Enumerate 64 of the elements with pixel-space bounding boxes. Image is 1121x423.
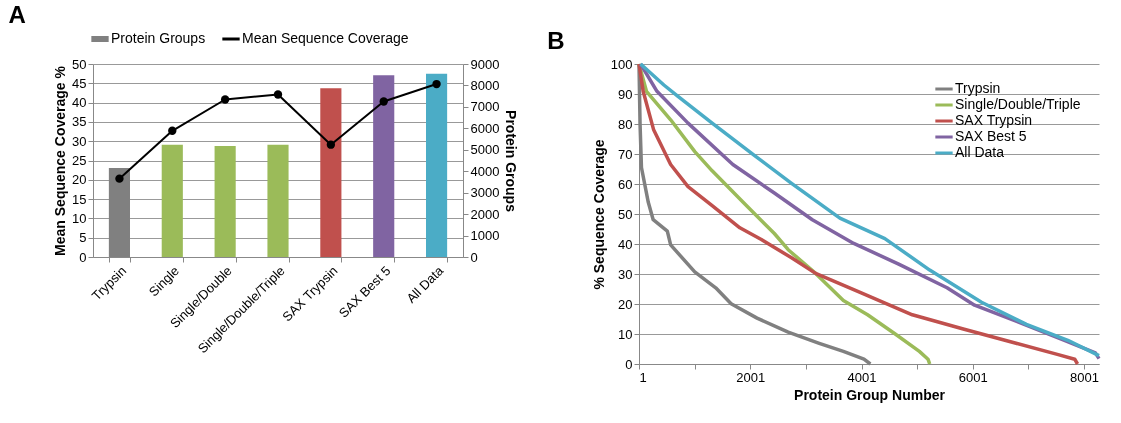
x-tick-label: 1 [639, 369, 647, 385]
point [168, 126, 177, 135]
legend-label: Mean Sequence Coverage [242, 30, 409, 46]
point [326, 140, 336, 149]
y-tick-label: 5 [79, 230, 87, 246]
y-tick-label: 10 [72, 210, 87, 226]
y-tick-label: 15 [72, 191, 87, 207]
y2-tick-label: 3000 [470, 185, 500, 201]
y-axis-title: % Sequence Coverage [590, 139, 607, 290]
y-tick-label: 70 [618, 146, 633, 162]
legend-label: Single/Double/Triple [955, 96, 1081, 112]
y-tick-label: 40 [72, 95, 87, 111]
y2-tick-label: 7000 [470, 99, 500, 115]
point [273, 90, 283, 99]
y-tick-label: 90 [618, 86, 633, 102]
y2-tick-label: 0 [470, 249, 478, 265]
chart-title: B [547, 27, 565, 54]
bar [161, 144, 183, 257]
y-tick-label: 30 [618, 266, 633, 282]
y-tick-label: 0 [625, 356, 633, 372]
x-tick-label: 6001 [958, 369, 988, 385]
legend-label: Trypsin [955, 80, 1001, 96]
y-tick-label: 50 [72, 56, 87, 72]
legend-label: SAX Best 5 [955, 128, 1027, 144]
y-tick-label: 30 [72, 133, 87, 149]
y-tick-label: 100 [610, 56, 633, 72]
y2-tick-label: 4000 [470, 163, 500, 179]
y2-tick-label: 5000 [470, 142, 500, 158]
bar [320, 88, 342, 257]
point [379, 97, 388, 106]
x-tick-label: 4001 [847, 369, 877, 385]
y-axis-title: Mean Sequence Coverage % [52, 65, 69, 256]
point [220, 95, 230, 104]
x-tick-label: 8001 [1070, 369, 1099, 385]
legend-label: All Data [955, 144, 1005, 160]
y-tick-label: 25 [72, 153, 87, 168]
y-tick-label: 60 [618, 176, 633, 192]
y-tick-label: 0 [79, 249, 87, 265]
bar [373, 75, 395, 257]
y-tick-label: 50 [618, 206, 633, 222]
x-axis-title: Protein Group Number [794, 386, 946, 403]
y-tick-label: 35 [72, 114, 87, 130]
bar [214, 145, 236, 257]
y2-tick-label: 9000 [470, 56, 500, 72]
point [115, 174, 124, 183]
y2-tick-label: 6000 [470, 120, 500, 136]
bar [267, 144, 289, 257]
y-tick-label: 80 [618, 116, 633, 132]
chart-title: A [8, 1, 26, 28]
y-tick-label: 20 [72, 172, 87, 188]
y-tick-label: 40 [618, 236, 633, 252]
y-tick-label: 45 [72, 75, 87, 91]
y-tick-label: 20 [618, 296, 633, 312]
y2-tick-label: 8000 [470, 77, 500, 93]
y2-tick-label: 1000 [470, 228, 500, 244]
bar [426, 73, 448, 257]
x-tick-label: All Data [403, 262, 447, 306]
legend-label: Protein Groups [111, 30, 206, 46]
y2-tick-label: 2000 [470, 206, 500, 222]
point [432, 79, 441, 89]
x-tick-label: 2001 [736, 369, 766, 385]
legend-label: SAX Trypsin [955, 112, 1033, 128]
y2-axis-title: Protein Groups [503, 110, 520, 213]
y-tick-label: 10 [618, 326, 633, 342]
